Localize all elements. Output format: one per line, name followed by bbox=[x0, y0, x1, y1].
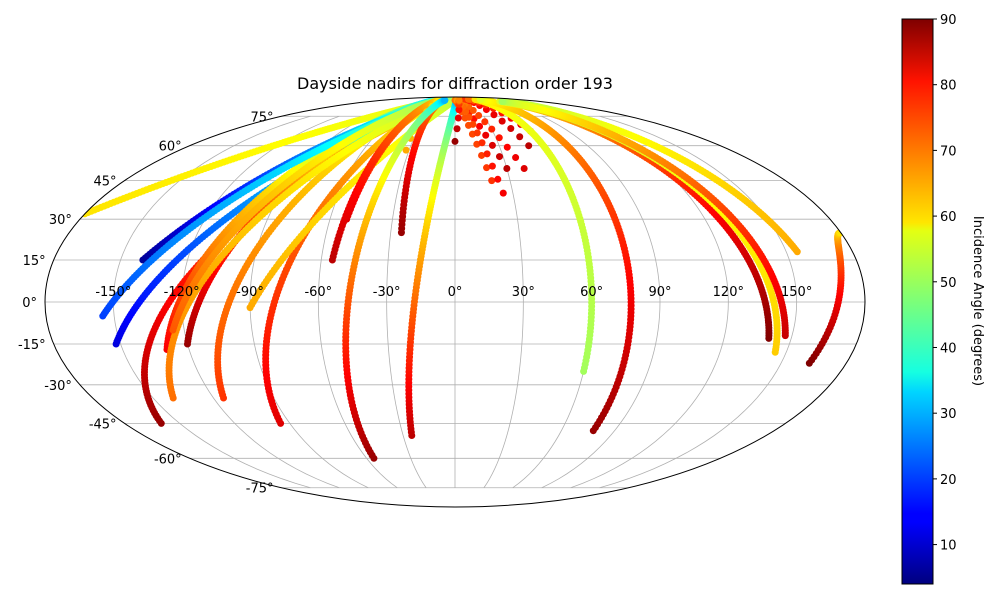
colorbar-gradient bbox=[902, 19, 933, 584]
data-tracks bbox=[81, 97, 845, 462]
lon-tick-label: 30° bbox=[512, 285, 535, 300]
data-point bbox=[512, 154, 520, 162]
lat-tick-label: 60° bbox=[159, 140, 182, 155]
lon-tick-label: -90° bbox=[236, 285, 264, 300]
lon-tick-label: 120° bbox=[713, 285, 744, 300]
data-point bbox=[498, 117, 506, 125]
colorbar-tick-label: 40 bbox=[940, 341, 957, 356]
lon-tick-label: -30° bbox=[373, 285, 401, 300]
lon-tick-label: 60° bbox=[580, 285, 603, 300]
colorbar-tick-label: 70 bbox=[940, 144, 957, 159]
data-point bbox=[482, 131, 490, 139]
lon-tick-label: -60° bbox=[304, 285, 332, 300]
data-point bbox=[453, 125, 461, 133]
data-point bbox=[483, 150, 491, 158]
data-point bbox=[503, 165, 511, 173]
lon-tick-label: -150° bbox=[95, 285, 131, 300]
data-point bbox=[495, 134, 503, 142]
data-point bbox=[494, 175, 502, 183]
data-point bbox=[503, 143, 511, 151]
grid-meridian bbox=[386, 116, 427, 488]
lat-tick-label: -45° bbox=[89, 417, 117, 432]
data-point bbox=[454, 114, 462, 122]
colorbar-ticks: 10 20 30 40 50 60 70 80 90 bbox=[933, 13, 957, 554]
chart-title: Dayside nadirs for diffraction order 193 bbox=[297, 74, 613, 93]
data-point bbox=[507, 124, 515, 132]
lon-tick-label: 90° bbox=[648, 285, 671, 300]
data-point bbox=[473, 129, 481, 137]
data-point bbox=[455, 97, 463, 104]
data-track bbox=[476, 97, 635, 435]
colorbar-tick-label: 30 bbox=[940, 407, 957, 422]
data-point bbox=[483, 164, 491, 172]
colorbar: 10 20 30 40 50 60 70 80 90 Incidence Angle (degr… bbox=[901, 13, 985, 585]
data-point bbox=[488, 141, 496, 149]
colorbar-tick-label: 60 bbox=[940, 210, 957, 225]
grid-meridian bbox=[599, 115, 798, 489]
data-point bbox=[475, 111, 483, 119]
colorbar-tick-label: 10 bbox=[940, 539, 957, 554]
data-point bbox=[520, 165, 528, 173]
lat-tick-label: -15° bbox=[18, 338, 46, 353]
lon-tick-label: 150° bbox=[781, 285, 812, 300]
colorbar-label: Incidence Angle (degrees) bbox=[970, 216, 985, 386]
data-point bbox=[499, 189, 507, 197]
lat-tick-label: 30° bbox=[49, 213, 72, 228]
colorbar-tick-label: 90 bbox=[940, 13, 957, 28]
data-point bbox=[451, 137, 459, 145]
data-point bbox=[476, 122, 484, 130]
grid-meridian bbox=[541, 115, 661, 489]
data-point bbox=[441, 97, 449, 104]
colorbar-tick-label: 80 bbox=[940, 79, 957, 94]
latitude-tick-labels: -75° -60° -45° -30° -15° 0° 15° 30° 45° 60° 75° bbox=[18, 110, 274, 496]
lat-tick-label: -30° bbox=[44, 379, 72, 394]
data-track bbox=[169, 97, 445, 334]
data-track bbox=[471, 97, 596, 375]
data-track bbox=[503, 97, 801, 256]
data-point bbox=[490, 111, 498, 119]
data-point bbox=[469, 120, 477, 128]
data-point bbox=[476, 97, 484, 103]
data-track bbox=[342, 97, 449, 462]
colorbar-tick-label: 20 bbox=[940, 473, 957, 488]
lat-tick-label: 0° bbox=[22, 296, 37, 311]
data-point bbox=[488, 125, 496, 133]
data-point bbox=[516, 133, 524, 141]
lon-tick-label: 0° bbox=[448, 285, 463, 300]
data-point bbox=[488, 177, 496, 185]
colorbar-tick-label: 50 bbox=[940, 276, 957, 291]
data-point bbox=[525, 142, 533, 150]
lat-tick-label: -75° bbox=[246, 482, 274, 497]
lat-tick-label: 75° bbox=[250, 110, 273, 125]
data-point bbox=[481, 118, 489, 126]
lat-tick-label: 15° bbox=[23, 254, 46, 269]
data-point bbox=[478, 139, 486, 147]
lat-tick-label: 45° bbox=[94, 175, 117, 190]
lat-tick-label: -60° bbox=[154, 452, 182, 467]
data-point bbox=[496, 153, 504, 161]
data-point bbox=[488, 162, 496, 170]
lon-tick-label: -120° bbox=[164, 285, 200, 300]
data-track bbox=[498, 97, 789, 340]
data-point bbox=[498, 97, 506, 105]
